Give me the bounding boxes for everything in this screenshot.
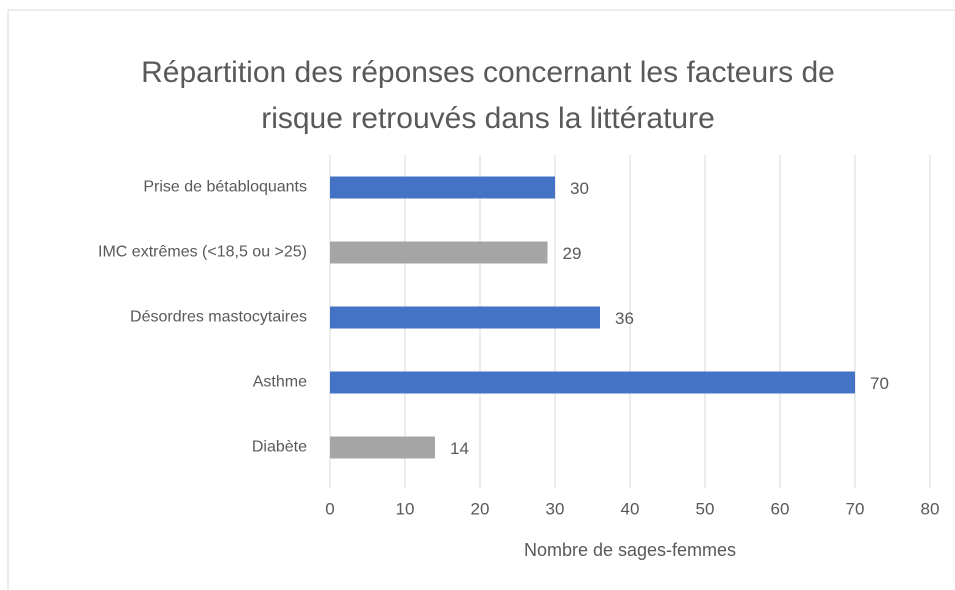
x-tick-label: 60 (771, 499, 790, 518)
bar (330, 436, 435, 459)
x-tick-label: 50 (696, 499, 715, 518)
chart-title: Répartition des réponses concernant les … (141, 56, 835, 135)
bar (330, 371, 855, 394)
data-label: 36 (615, 309, 634, 328)
x-tick-label: 40 (621, 499, 640, 518)
bar (330, 306, 600, 329)
data-label: 29 (563, 244, 582, 263)
bar (330, 241, 548, 264)
x-axis-title: Nombre de sages-femmes (524, 540, 736, 560)
y-tick-label: Asthme (253, 374, 307, 391)
chart-border (7, 9, 955, 590)
x-tick-label: 0 (325, 499, 334, 518)
bar (330, 176, 555, 199)
y-tick-label: Diabète (252, 439, 307, 456)
y-tick-label: Désordres mastocytaires (130, 309, 307, 326)
y-tick-label: Prise de bétabloquants (143, 179, 307, 196)
x-tick-label: 80 (921, 499, 940, 518)
y-tick-label: IMC extrêmes (<18,5 ou >25) (98, 244, 307, 261)
x-tick-label: 20 (471, 499, 490, 518)
x-tick-label: 70 (846, 499, 865, 518)
data-label: 14 (450, 439, 469, 458)
x-tick-label: 10 (396, 499, 415, 518)
data-label: 30 (570, 179, 589, 198)
x-tick-label: 30 (546, 499, 565, 518)
data-label: 70 (870, 374, 889, 393)
